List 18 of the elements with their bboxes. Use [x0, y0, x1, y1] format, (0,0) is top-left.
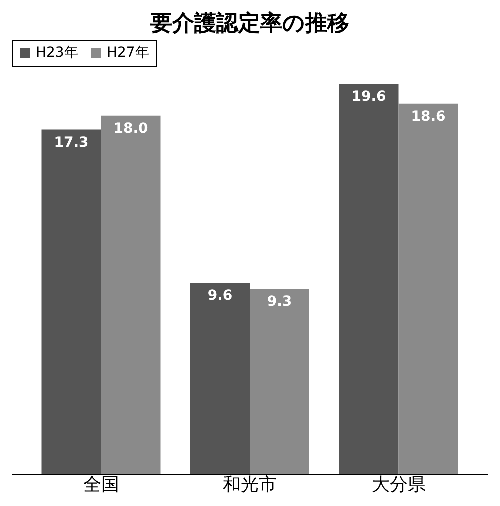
data-label: 19.6 — [352, 89, 386, 105]
x-tick-label: 和光市 — [223, 474, 277, 496]
legend-label: H23年 — [36, 45, 78, 61]
chart-title: 要介護認定率の推移 — [150, 10, 350, 36]
data-label: 9.3 — [267, 294, 292, 310]
x-tick-label: 大分県 — [372, 474, 426, 496]
legend-label: H27年 — [107, 45, 150, 61]
data-label: 9.6 — [208, 288, 233, 304]
bar — [101, 116, 161, 474]
data-label: 18.6 — [411, 108, 446, 125]
bar — [42, 130, 102, 474]
data-label: 18.0 — [114, 120, 149, 137]
bar — [190, 282, 250, 474]
bar — [398, 104, 458, 474]
data-label: 17.3 — [54, 134, 89, 151]
bar — [339, 84, 399, 474]
x-tick-label: 全国 — [83, 474, 120, 496]
bar — [250, 288, 310, 474]
